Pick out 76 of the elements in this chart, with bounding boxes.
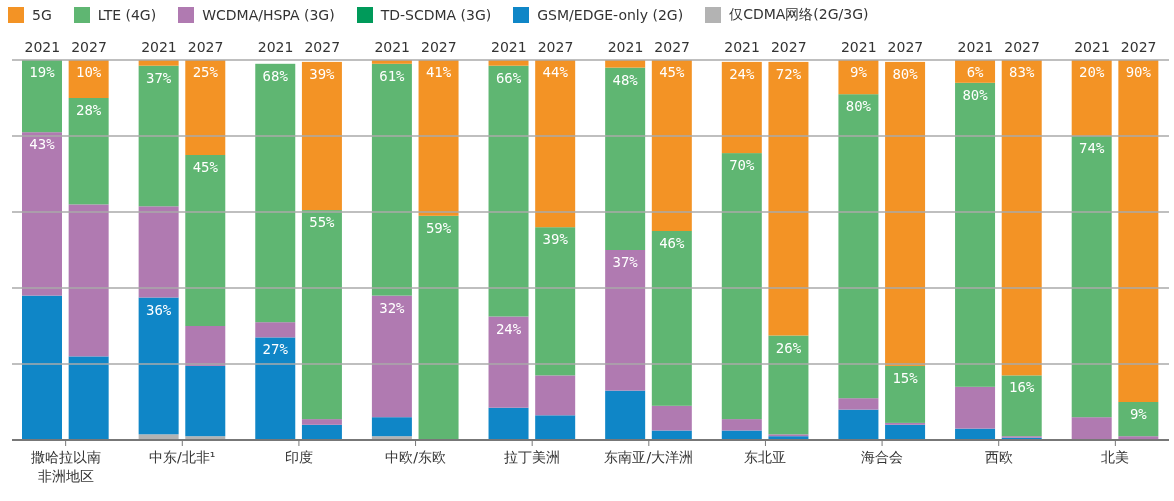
text: 中东/北非¹ bbox=[149, 449, 216, 465]
x-tick-label: 2021 bbox=[840, 39, 877, 55]
data-label: 39% bbox=[542, 231, 569, 248]
data-label: 37% bbox=[145, 69, 172, 86]
text: 北美 bbox=[1101, 449, 1130, 465]
text: 海合会 bbox=[861, 449, 904, 465]
data-label: 68% bbox=[262, 67, 289, 84]
x-tick-label: 2021 bbox=[374, 39, 411, 55]
x-tick-label: 2027 bbox=[1004, 39, 1040, 55]
legend-label: TD-SCDMA (3G) bbox=[380, 7, 492, 23]
data-label: 19% bbox=[29, 64, 56, 80]
text: 撒哈拉以南非洲地区 bbox=[30, 449, 101, 484]
x-tick-label: 2021 bbox=[957, 39, 994, 55]
x-tick-label: 2021 bbox=[724, 39, 760, 55]
text: 印度 bbox=[284, 449, 313, 465]
data-label: 72% bbox=[775, 65, 802, 82]
x-tick-label: 2021 bbox=[141, 39, 177, 55]
legend-label: GSM/EDGE-only (2G) bbox=[537, 7, 684, 23]
data-label: 28% bbox=[76, 102, 102, 118]
data-label: 70% bbox=[729, 157, 756, 174]
data-label: 61% bbox=[379, 67, 406, 84]
data-label: 6% bbox=[966, 64, 985, 80]
text: 东北亚 bbox=[744, 449, 787, 465]
x-tick-label: 2027 bbox=[187, 39, 224, 55]
x-tick-label: 2027 bbox=[304, 39, 341, 55]
data-label: 80% bbox=[892, 65, 919, 82]
data-label: 43% bbox=[29, 136, 56, 153]
x-tick-label: 2027 bbox=[71, 39, 107, 55]
data-label: 10% bbox=[76, 64, 102, 80]
data-label: 55% bbox=[309, 214, 336, 231]
x-tick-label: 2027 bbox=[887, 39, 924, 55]
data-label: 9% bbox=[1129, 406, 1148, 422]
data-label: 46% bbox=[659, 235, 686, 251]
data-label: 32% bbox=[379, 299, 406, 316]
x-tick-label: 2021 bbox=[257, 39, 294, 55]
x-tick-label: 2021 bbox=[607, 39, 644, 55]
x-tick-label: 2027 bbox=[537, 39, 574, 55]
data-label: 48% bbox=[612, 71, 639, 88]
legend-label: LTE (4G) bbox=[97, 7, 157, 23]
data-label: 16% bbox=[1009, 379, 1035, 396]
data-label: 36% bbox=[145, 301, 172, 318]
data-label: 24% bbox=[729, 65, 756, 82]
data-label: 83% bbox=[1009, 64, 1035, 80]
data-label: 74% bbox=[1079, 140, 1105, 156]
data-label: 26% bbox=[775, 339, 802, 356]
data-label: 59% bbox=[425, 219, 452, 236]
x-tick-label: 2027 bbox=[654, 39, 690, 55]
text: 西欧 bbox=[984, 449, 1013, 465]
data-label: 80% bbox=[962, 86, 989, 103]
data-label: 27% bbox=[262, 341, 289, 358]
data-label: 44% bbox=[542, 64, 569, 80]
data-label: 39% bbox=[309, 65, 336, 82]
data-label: 20% bbox=[1079, 64, 1105, 80]
data-label: 66% bbox=[495, 69, 522, 86]
data-label: 15% bbox=[892, 369, 919, 386]
text: 东南亚/大洋洲 bbox=[604, 449, 694, 465]
legend-label: WCDMA/HSPA (3G) bbox=[202, 7, 335, 23]
legend-label: 仅CDMA网络(2G/3G) bbox=[729, 6, 869, 24]
x-tick-label: 2027 bbox=[770, 39, 807, 55]
x-tick-label: 2021 bbox=[1074, 39, 1110, 55]
data-label: 25% bbox=[192, 64, 219, 80]
data-label: 41% bbox=[425, 64, 452, 80]
data-label: 45% bbox=[192, 159, 219, 175]
x-tick-label: 2027 bbox=[421, 39, 457, 55]
data-label: 90% bbox=[1125, 64, 1152, 80]
data-label: 37% bbox=[612, 254, 639, 270]
text: 拉丁美洲 bbox=[504, 449, 561, 465]
x-tick-label: 2027 bbox=[1120, 39, 1157, 55]
x-tick-label: 2021 bbox=[24, 39, 61, 55]
x-tick-label: 2021 bbox=[491, 39, 527, 55]
data-label: 24% bbox=[495, 320, 522, 337]
data-label: 80% bbox=[845, 98, 872, 115]
text: 中欧/东欧 bbox=[385, 449, 446, 465]
data-label: 45% bbox=[659, 64, 686, 80]
data-label: 9% bbox=[850, 64, 868, 80]
legend-label: 5G bbox=[32, 7, 52, 23]
